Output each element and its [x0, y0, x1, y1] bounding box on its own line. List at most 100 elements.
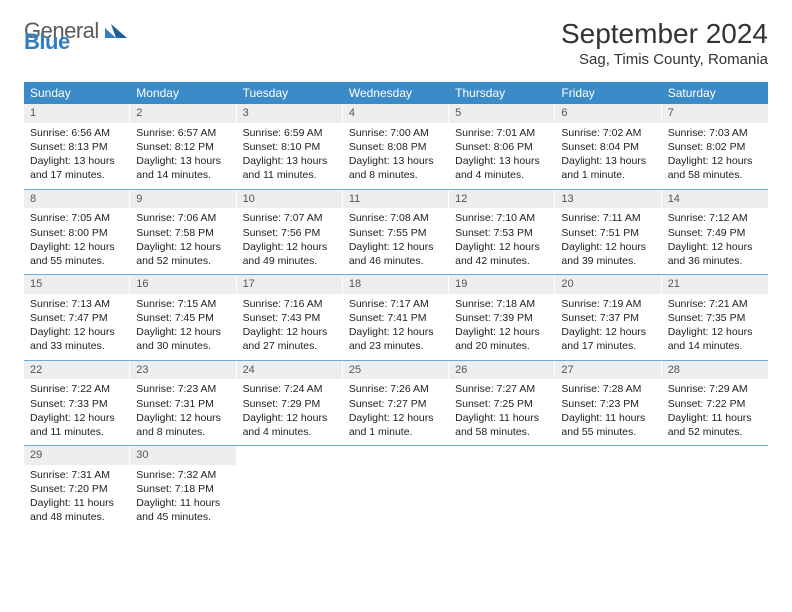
- day-cell: 6Sunrise: 7:02 AMSunset: 8:04 PMDaylight…: [555, 104, 661, 189]
- day-cell: .: [237, 446, 343, 531]
- day-number: 10: [237, 190, 343, 209]
- day-cell: 12Sunrise: 7:10 AMSunset: 7:53 PMDayligh…: [449, 190, 555, 275]
- sunrise-line: Sunrise: 7:00 AM: [349, 126, 443, 140]
- sunset-line: Sunset: 8:04 PM: [561, 140, 655, 154]
- daylight-line: Daylight: 13 hours and 4 minutes.: [455, 154, 549, 182]
- day-cell: 1Sunrise: 6:56 AMSunset: 8:13 PMDaylight…: [24, 104, 130, 189]
- day-header: Saturday: [662, 82, 768, 104]
- day-number: 3: [237, 104, 343, 123]
- day-number: 28: [662, 361, 768, 380]
- day-cell: 20Sunrise: 7:19 AMSunset: 7:37 PMDayligh…: [555, 275, 661, 360]
- sunrise-line: Sunrise: 7:24 AM: [243, 382, 337, 396]
- day-cell: 26Sunrise: 7:27 AMSunset: 7:25 PMDayligh…: [449, 361, 555, 446]
- sunset-line: Sunset: 7:39 PM: [455, 311, 549, 325]
- day-cell: 10Sunrise: 7:07 AMSunset: 7:56 PMDayligh…: [237, 190, 343, 275]
- day-body: Sunrise: 7:02 AMSunset: 8:04 PMDaylight:…: [555, 123, 661, 189]
- sunrise-line: Sunrise: 7:18 AM: [455, 297, 549, 311]
- sunrise-line: Sunrise: 7:31 AM: [30, 468, 124, 482]
- sunrise-line: Sunrise: 7:12 AM: [668, 211, 762, 225]
- day-body: Sunrise: 7:06 AMSunset: 7:58 PMDaylight:…: [130, 208, 236, 274]
- sunset-line: Sunset: 7:55 PM: [349, 226, 443, 240]
- day-cell: 29Sunrise: 7:31 AMSunset: 7:20 PMDayligh…: [24, 446, 130, 531]
- day-cell: 22Sunrise: 7:22 AMSunset: 7:33 PMDayligh…: [24, 361, 130, 446]
- day-cell: .: [555, 446, 661, 531]
- week-row: 22Sunrise: 7:22 AMSunset: 7:33 PMDayligh…: [24, 361, 768, 447]
- day-number: 13: [555, 190, 661, 209]
- daylight-line: Daylight: 12 hours and 33 minutes.: [30, 325, 124, 353]
- day-cell: .: [662, 446, 768, 531]
- day-cell: 4 Sunrise: 7:00 AMSunset: 8:08 PMDaylight…: [343, 104, 449, 189]
- month-title: September 2024: [561, 18, 768, 50]
- sunset-line: Sunset: 7:56 PM: [243, 226, 337, 240]
- day-number: 8: [24, 190, 130, 209]
- day-body: Sunrise: 7:01 AMSunset: 8:06 PMDaylight:…: [449, 123, 555, 189]
- day-body: Sunrise: 7:32 AMSunset: 7:18 PMDaylight:…: [130, 465, 236, 531]
- sunrise-line: Sunrise: 7:23 AM: [136, 382, 230, 396]
- day-body: Sunrise: 7:26 AMSunset: 7:27 PMDaylight:…: [343, 379, 449, 445]
- day-number: 29: [24, 446, 130, 465]
- day-cell: 19Sunrise: 7:18 AMSunset: 7:39 PMDayligh…: [449, 275, 555, 360]
- day-number: 24: [237, 361, 343, 380]
- day-body: Sunrise: 7:31 AMSunset: 7:20 PMDaylight:…: [24, 465, 130, 531]
- daylight-line: Daylight: 12 hours and 14 minutes.: [668, 325, 762, 353]
- sunset-line: Sunset: 7:31 PM: [136, 397, 230, 411]
- sunset-line: Sunset: 7:23 PM: [561, 397, 655, 411]
- day-cell: 14Sunrise: 7:12 AMSunset: 7:49 PMDayligh…: [662, 190, 768, 275]
- daylight-line: Daylight: 12 hours and 30 minutes.: [136, 325, 230, 353]
- sunrise-line: Sunrise: 6:59 AM: [243, 126, 337, 140]
- daylight-line: Daylight: 12 hours and 42 minutes.: [455, 240, 549, 268]
- day-number: 2: [130, 104, 236, 123]
- day-body: Sunrise: 7:10 AMSunset: 7:53 PMDaylight:…: [449, 208, 555, 274]
- day-number: 21: [662, 275, 768, 294]
- sunset-line: Sunset: 7:29 PM: [243, 397, 337, 411]
- day-body: Sunrise: 7:19 AMSunset: 7:37 PMDaylight:…: [555, 294, 661, 360]
- daylight-line: Daylight: 11 hours and 55 minutes.: [561, 411, 655, 439]
- day-header: Friday: [555, 82, 661, 104]
- sunset-line: Sunset: 8:00 PM: [30, 226, 124, 240]
- day-header-row: SundayMondayTuesdayWednesdayThursdayFrid…: [24, 82, 768, 104]
- sunrise-line: Sunrise: 7:01 AM: [455, 126, 549, 140]
- calendar: SundayMondayTuesdayWednesdayThursdayFrid…: [24, 82, 768, 531]
- sunrise-line: Sunrise: 7:03 AM: [668, 126, 762, 140]
- day-body: Sunrise: 7:08 AMSunset: 7:55 PMDaylight:…: [343, 208, 449, 274]
- day-number: 12: [449, 190, 555, 209]
- sunrise-line: Sunrise: 7:07 AM: [243, 211, 337, 225]
- day-body: Sunrise: 6:59 AMSunset: 8:10 PMDaylight:…: [237, 123, 343, 189]
- daylight-line: Daylight: 12 hours and 55 minutes.: [30, 240, 124, 268]
- sunset-line: Sunset: 7:35 PM: [668, 311, 762, 325]
- daylight-line: Daylight: 11 hours and 48 minutes.: [30, 496, 124, 524]
- sunset-line: Sunset: 8:08 PM: [349, 140, 443, 154]
- day-number: 5: [449, 104, 555, 123]
- sunrise-line: Sunrise: 7:26 AM: [349, 382, 443, 396]
- daylight-line: Daylight: 13 hours and 11 minutes.: [243, 154, 337, 182]
- sunset-line: Sunset: 7:37 PM: [561, 311, 655, 325]
- day-number: 25: [343, 361, 449, 380]
- sunset-line: Sunset: 8:10 PM: [243, 140, 337, 154]
- logo: General Blue: [24, 18, 127, 44]
- day-body: Sunrise: 7:22 AMSunset: 7:33 PMDaylight:…: [24, 379, 130, 445]
- sunrise-line: Sunrise: 7:27 AM: [455, 382, 549, 396]
- sunrise-line: Sunrise: 7:05 AM: [30, 211, 124, 225]
- daylight-line: Daylight: 13 hours and 8 minutes.: [349, 154, 443, 182]
- sunrise-line: Sunrise: 7:11 AM: [561, 211, 655, 225]
- sunset-line: Sunset: 7:49 PM: [668, 226, 762, 240]
- sunset-line: Sunset: 8:13 PM: [30, 140, 124, 154]
- day-number: 16: [130, 275, 236, 294]
- day-cell: 16Sunrise: 7:15 AMSunset: 7:45 PMDayligh…: [130, 275, 236, 360]
- day-body: Sunrise: 7:17 AMSunset: 7:41 PMDaylight:…: [343, 294, 449, 360]
- sunrise-line: Sunrise: 7:06 AM: [136, 211, 230, 225]
- day-number: 23: [130, 361, 236, 380]
- week-row: 15Sunrise: 7:13 AMSunset: 7:47 PMDayligh…: [24, 275, 768, 361]
- day-cell: 21Sunrise: 7:21 AMSunset: 7:35 PMDayligh…: [662, 275, 768, 360]
- daylight-line: Daylight: 11 hours and 45 minutes.: [136, 496, 230, 524]
- daylight-line: Daylight: 12 hours and 58 minutes.: [668, 154, 762, 182]
- day-number: 19: [449, 275, 555, 294]
- title-block: September 2024 Sag, Timis County, Romani…: [561, 18, 768, 68]
- daylight-line: Daylight: 12 hours and 52 minutes.: [136, 240, 230, 268]
- sunset-line: Sunset: 8:02 PM: [668, 140, 762, 154]
- logo-text-blue: Blue: [24, 29, 70, 54]
- location-text: Sag, Timis County, Romania: [561, 51, 768, 68]
- day-number: 4: [343, 104, 449, 123]
- day-body: Sunrise: 7:28 AMSunset: 7:23 PMDaylight:…: [555, 379, 661, 445]
- day-cell: 30Sunrise: 7:32 AMSunset: 7:18 PMDayligh…: [130, 446, 236, 531]
